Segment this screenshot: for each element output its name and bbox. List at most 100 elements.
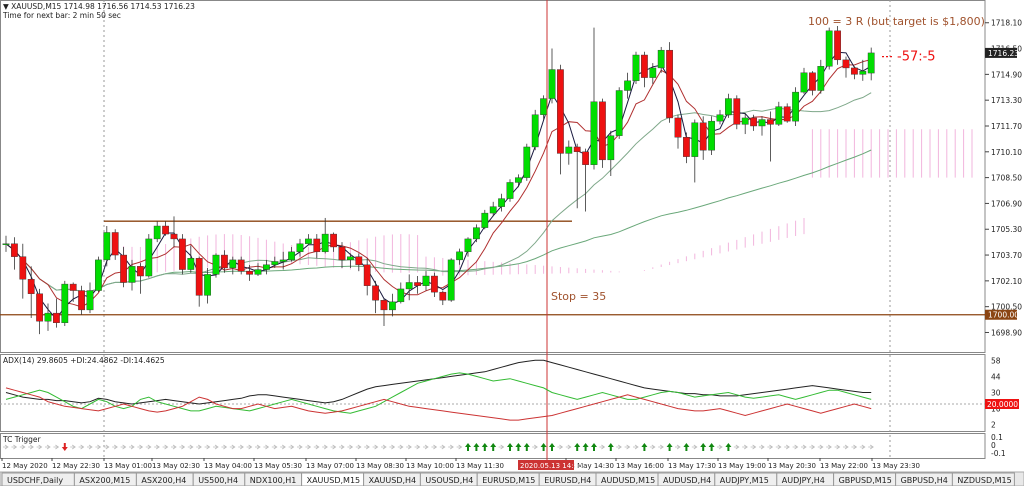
tab-label[interactable]: XAUUSD,M15 (307, 476, 361, 485)
neutral-arrow-icon (616, 444, 622, 450)
candle-body (136, 266, 144, 277)
candle-body (733, 98, 741, 125)
adx-series-line (5, 372, 872, 414)
candle (86, 282, 94, 314)
candle-body (674, 117, 682, 138)
tab-label[interactable]: EURUSD,M15 (482, 476, 535, 485)
up-arrow-icon (641, 443, 648, 451)
neutral-arrow-icon (145, 444, 152, 450)
candle-body (422, 275, 430, 286)
tab-usdchf-daily[interactable]: USDCHF,Daily (1, 472, 75, 487)
candle-body (44, 312, 52, 322)
tab-label[interactable]: GBPUSD,M15 (839, 476, 892, 485)
candle-body (178, 238, 186, 270)
neutral-arrow-icon (456, 444, 463, 450)
tab-eurusd-m15[interactable]: EURUSD,M15 (476, 472, 540, 487)
neutral-arrow-icon (95, 444, 102, 450)
tab-audusd-h4[interactable]: AUDUSD,H4 (657, 472, 716, 487)
neutral-arrow-icon (868, 444, 874, 450)
candle-body (800, 72, 808, 93)
tab-xauusd-m15[interactable]: XAUUSD,M15 (301, 472, 365, 487)
tab-label[interactable]: AUDUSD,M15 (601, 476, 655, 485)
candle-body (439, 291, 447, 301)
x-tick-label: 13 May 04:00 (204, 462, 252, 470)
tab-label[interactable]: AUDJPY,H4 (782, 476, 825, 485)
candle-body (683, 137, 690, 157)
tab-usousd-h4[interactable]: USOUSD,H4 (419, 472, 478, 487)
candle (649, 63, 657, 85)
tab-label[interactable]: ASX200,H4 (141, 476, 186, 485)
candle (405, 274, 413, 301)
tab-audjpy-m15[interactable]: AUDJPY,M15 (714, 472, 778, 487)
candle-body (783, 106, 791, 122)
neutral-arrow-icon (775, 444, 782, 450)
tab-label[interactable]: AUDJPY,M15 (720, 476, 769, 485)
tab-label[interactable]: EURUSD,H4 (544, 476, 591, 485)
tab-us500-h4[interactable]: US500,H4 (192, 472, 246, 487)
candle (313, 234, 321, 259)
neutral-arrow-icon (187, 444, 194, 450)
neutral-arrow-icon (322, 444, 328, 450)
tab-label[interactable]: NZDUSD,M15 (957, 476, 1011, 485)
candle (565, 140, 573, 165)
tab-ndx100-h1[interactable]: NDX100,H1 (244, 472, 303, 487)
candle (674, 114, 682, 149)
neutral-arrow-icon (599, 444, 606, 450)
tab-gbpusd-m15[interactable]: GBPUSD,M15 (833, 472, 897, 487)
tab-label[interactable]: US500,H4 (198, 476, 238, 485)
candle (136, 263, 144, 294)
tab-label[interactable]: USDCHF,Daily (7, 476, 63, 485)
tab-label[interactable]: NDX100,H1 (250, 476, 297, 485)
neutral-arrow-icon (271, 444, 278, 450)
tab-eurusd-h4[interactable]: EURUSD,H4 (538, 472, 597, 487)
ichimoku-cloud (123, 129, 973, 277)
neutral-arrow-icon (28, 444, 34, 450)
neutral-arrow-icon (742, 444, 748, 450)
candle (699, 116, 707, 160)
candle-body (86, 290, 94, 311)
price-tick-label: 1714.90 (991, 70, 1022, 79)
up-arrow-icon (725, 443, 732, 451)
candle-body (69, 283, 77, 291)
candle (128, 259, 136, 291)
tab-label[interactable]: USOUSD,H4 (425, 476, 473, 485)
neutral-arrow-icon (171, 444, 177, 450)
tab-audjpy-h4[interactable]: AUDJPY,H4 (776, 472, 835, 487)
tab-gbpusd-h4[interactable]: GBPUSD,H4 (895, 472, 953, 487)
tc-tick-label: -0.1 (991, 449, 1006, 458)
neutral-arrow-icon (557, 444, 564, 450)
tab-audusd-m15[interactable]: AUDUSD,M15 (595, 472, 659, 487)
neutral-arrow-icon (120, 444, 127, 450)
neutral-arrow-icon (154, 444, 160, 450)
neutral-arrow-icon (809, 444, 816, 450)
adx-tick-label: 30 (991, 389, 1001, 398)
candle (36, 288, 44, 335)
candle-body (548, 69, 556, 99)
neutral-arrow-icon (691, 444, 698, 450)
tab-label[interactable]: GBPUSD,H4 (901, 476, 948, 485)
neutral-arrow-icon (717, 444, 723, 450)
neutral-arrow-icon (406, 444, 412, 450)
candle-body (632, 54, 640, 82)
tab-nzdusd-m15[interactable]: NZDUSD,M15 (951, 472, 1015, 487)
up-arrow-icon (591, 443, 597, 451)
price-tick-label: 1700.50 (991, 303, 1022, 312)
tab-label[interactable]: XAUUSD,H4 (369, 476, 417, 485)
candle-body (708, 120, 716, 151)
tab-asx200-m15[interactable]: ASX200,M15 (73, 472, 137, 487)
tab-label[interactable]: AUDUSD,H4 (663, 476, 711, 485)
candle-body (405, 282, 413, 290)
candle-body (657, 49, 665, 69)
candle-body (212, 254, 220, 275)
tab-asx200-h4[interactable]: ASX200,H4 (135, 472, 194, 487)
neutral-arrow-icon (288, 444, 295, 450)
tab-xauusd-h4[interactable]: XAUUSD,H4 (363, 472, 421, 487)
adx-series-line (5, 359, 872, 405)
candle-body (767, 119, 774, 125)
candle (170, 216, 178, 247)
tab-label[interactable]: ASX200,M15 (79, 476, 130, 485)
neutral-arrow-icon (633, 444, 639, 450)
medium-moving-average (5, 92, 872, 293)
neutral-arrow-icon (565, 444, 572, 450)
candle (573, 143, 581, 209)
